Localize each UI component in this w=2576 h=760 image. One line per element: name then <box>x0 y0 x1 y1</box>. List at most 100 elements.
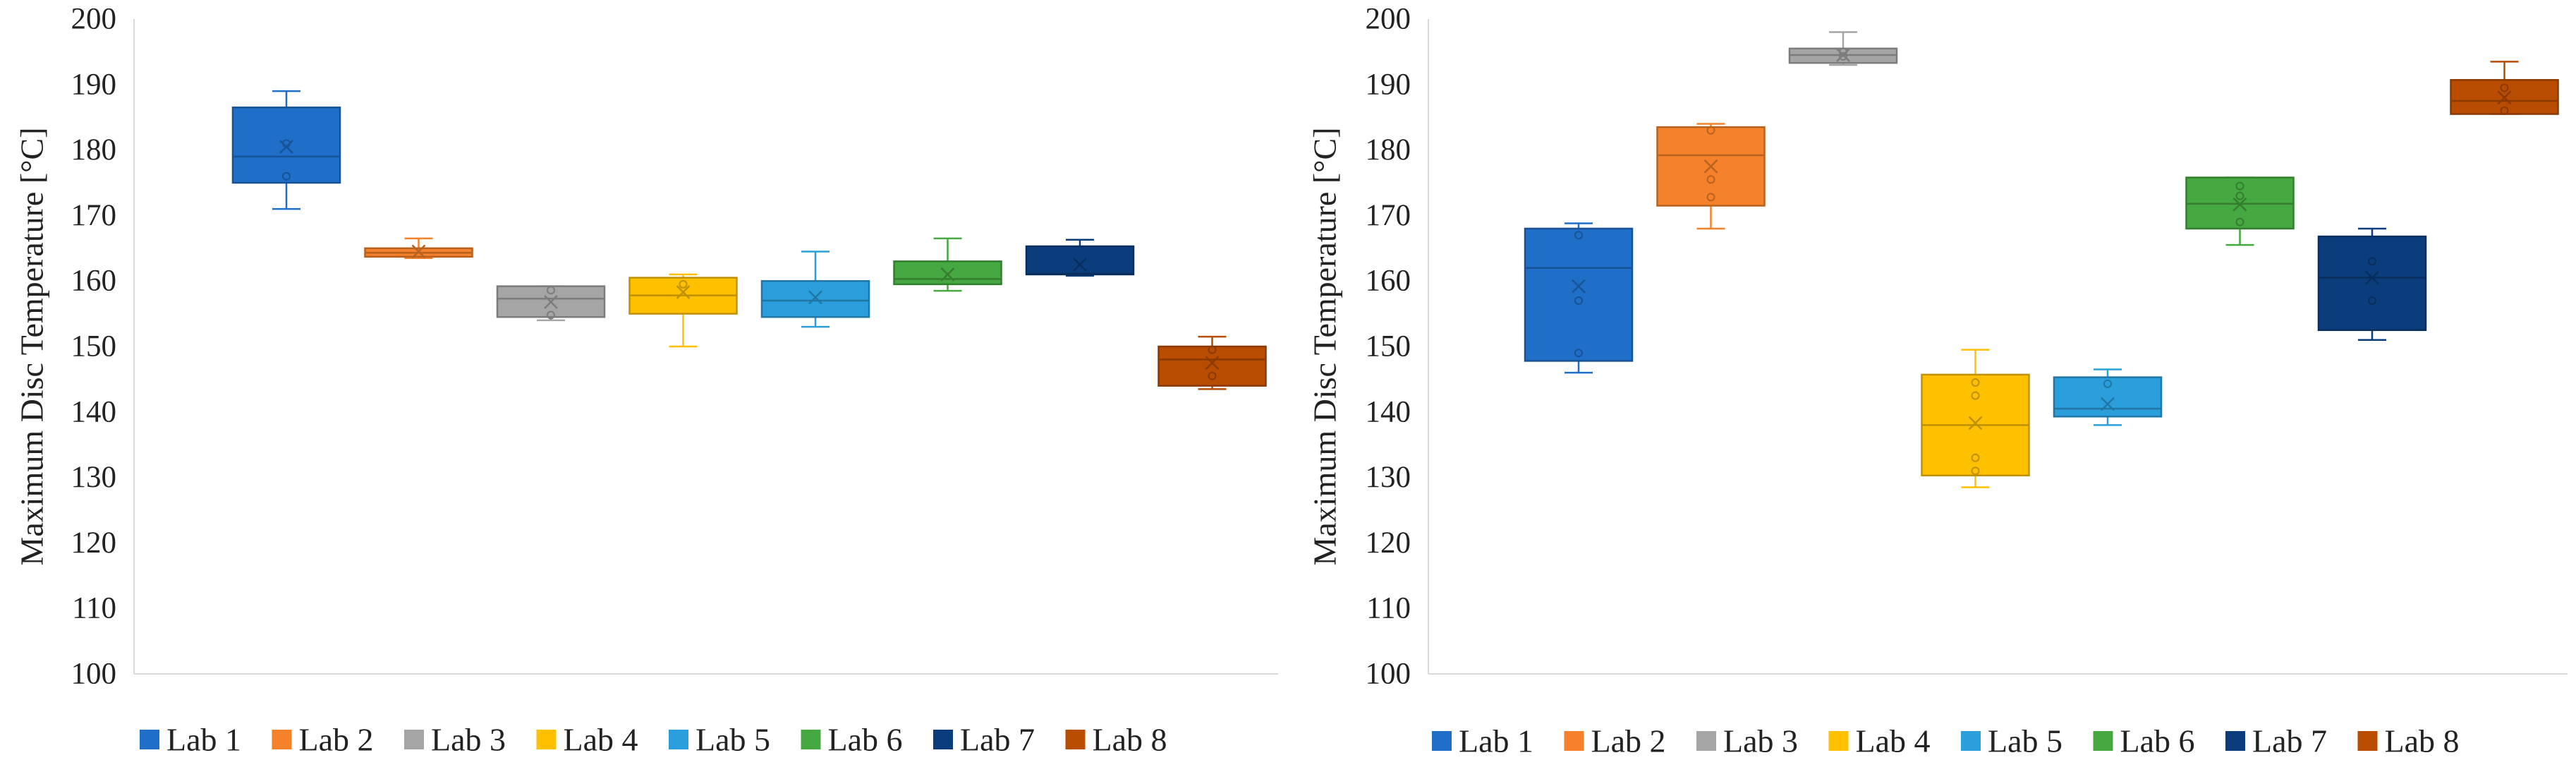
mean-marker <box>676 285 691 299</box>
y-tick-label: 160 <box>71 265 117 298</box>
mean-marker <box>544 295 558 309</box>
y-tick-label: 100 <box>71 658 117 691</box>
y-tick-label: 190 <box>71 68 117 101</box>
legend-swatch <box>801 730 821 749</box>
box-lab-8 <box>2450 61 2559 115</box>
y-tick-label: 190 <box>1366 68 1411 101</box>
data-point <box>1574 349 1583 358</box>
data-point <box>2235 191 2244 200</box>
data-point <box>282 139 291 148</box>
y-tick-label: 110 <box>72 592 116 625</box>
data-point <box>1971 466 1980 476</box>
legend-swatch <box>1696 731 1716 751</box>
iqr-box <box>2053 376 2163 418</box>
legend-item: Lab 6 <box>2093 723 2195 759</box>
data-point <box>1208 345 1217 354</box>
y-axis-label: Maximum Disc Temperature [°C] <box>1307 127 1343 565</box>
legend-item: Lab 7 <box>2225 723 2327 759</box>
y-tick-label: 110 <box>1366 592 1411 625</box>
data-point <box>1971 378 1980 387</box>
legend-item: Lab 1 <box>1432 723 1533 759</box>
legend-item: Lab 1 <box>140 722 241 758</box>
legend-label: Lab 3 <box>1723 723 1798 759</box>
legend-swatch <box>2093 731 2113 751</box>
legend-swatch <box>1961 731 1981 751</box>
legend-item: Lab 4 <box>536 722 638 758</box>
y-tick-label: 130 <box>71 461 117 494</box>
data-point <box>2368 296 2376 306</box>
legend-swatch <box>2225 731 2245 751</box>
data-point <box>1574 296 1583 306</box>
mean-marker <box>2497 90 2512 105</box>
data-point <box>547 310 555 320</box>
mean-marker <box>1703 159 1718 174</box>
data-point <box>1208 371 1217 380</box>
iqr-box <box>760 279 870 318</box>
box-lab-7 <box>1025 239 1135 277</box>
y-tick-label: 120 <box>71 526 117 560</box>
mean-marker <box>2101 397 2115 411</box>
y-tick-label: 180 <box>1366 133 1411 167</box>
box-lab-7 <box>2317 227 2427 341</box>
legend-item: Lab 5 <box>1961 723 2062 759</box>
mean-marker <box>1968 416 1983 430</box>
legend-swatch <box>140 730 159 749</box>
y-tick-label: 160 <box>1366 265 1411 298</box>
legend-label: Lab 6 <box>828 722 903 758</box>
legend-swatch <box>272 730 292 749</box>
legend-label: Lab 1 <box>1459 723 1533 759</box>
y-tick-label: 170 <box>71 199 117 232</box>
data-point <box>1971 453 1980 462</box>
box-lab-8 <box>1158 335 1267 390</box>
legend-label: Lab 5 <box>1988 723 2062 759</box>
y-tick-label: 140 <box>1366 395 1411 428</box>
box-lab-2 <box>1656 123 1766 230</box>
legend-swatch <box>1065 730 1086 749</box>
legend-swatch <box>1564 731 1584 751</box>
legend-swatch <box>1828 731 1849 751</box>
legend-item: Lab 8 <box>2357 723 2460 759</box>
iqr-box <box>231 107 341 184</box>
box-lab-6 <box>893 237 1002 292</box>
mean-marker <box>1205 356 1220 370</box>
iqr-box <box>2317 235 2427 332</box>
legend-swatch <box>404 730 424 749</box>
mean-marker <box>2232 197 2247 212</box>
legend-item: Lab 5 <box>669 722 770 758</box>
mean-marker <box>2365 270 2379 285</box>
legend-label: Lab 7 <box>2252 723 2327 759</box>
legend-item: Lab 7 <box>933 722 1035 758</box>
y-tick-label: 180 <box>71 133 117 167</box>
data-point <box>2235 217 2244 227</box>
mean-marker <box>1572 279 1586 294</box>
legend-swatch <box>669 730 688 749</box>
legend-label: Lab 7 <box>960 722 1035 758</box>
data-point <box>1971 391 1980 400</box>
data-point <box>1839 47 1847 56</box>
legend-label: Lab 4 <box>1856 723 1931 759</box>
legend-label: Lab 1 <box>166 722 241 758</box>
mean-marker <box>808 290 822 305</box>
y-axis-label: Maximum Disc Temperature [°C] <box>14 127 50 565</box>
left-box-chart: 100 110 120 130 140 150 160 170 180 190 200 Maximum… <box>14 3 1278 758</box>
legend-item: Lab 3 <box>1696 723 1798 759</box>
box-lab-3 <box>496 285 606 322</box>
legend-swatch <box>2357 731 2378 751</box>
y-tick-label: 200 <box>1366 3 1411 36</box>
data-point <box>547 286 555 295</box>
box-lab-2 <box>364 237 473 259</box>
iqr-box <box>1025 245 1135 276</box>
legend-item: Lab 2 <box>272 722 374 758</box>
legend-item: Lab 4 <box>1828 723 1931 759</box>
data-point <box>1706 193 1715 202</box>
data-point <box>2500 106 2509 115</box>
legend-item: Lab 6 <box>801 722 903 758</box>
data-point <box>1574 231 1583 240</box>
y-tick-label: 130 <box>1366 461 1411 494</box>
legend-label: Lab 8 <box>1093 722 1167 758</box>
legend-label: Lab 8 <box>2385 723 2460 759</box>
data-point <box>2368 257 2376 266</box>
data-point <box>1706 175 1715 184</box>
y-tick-label: 170 <box>1366 199 1411 232</box>
